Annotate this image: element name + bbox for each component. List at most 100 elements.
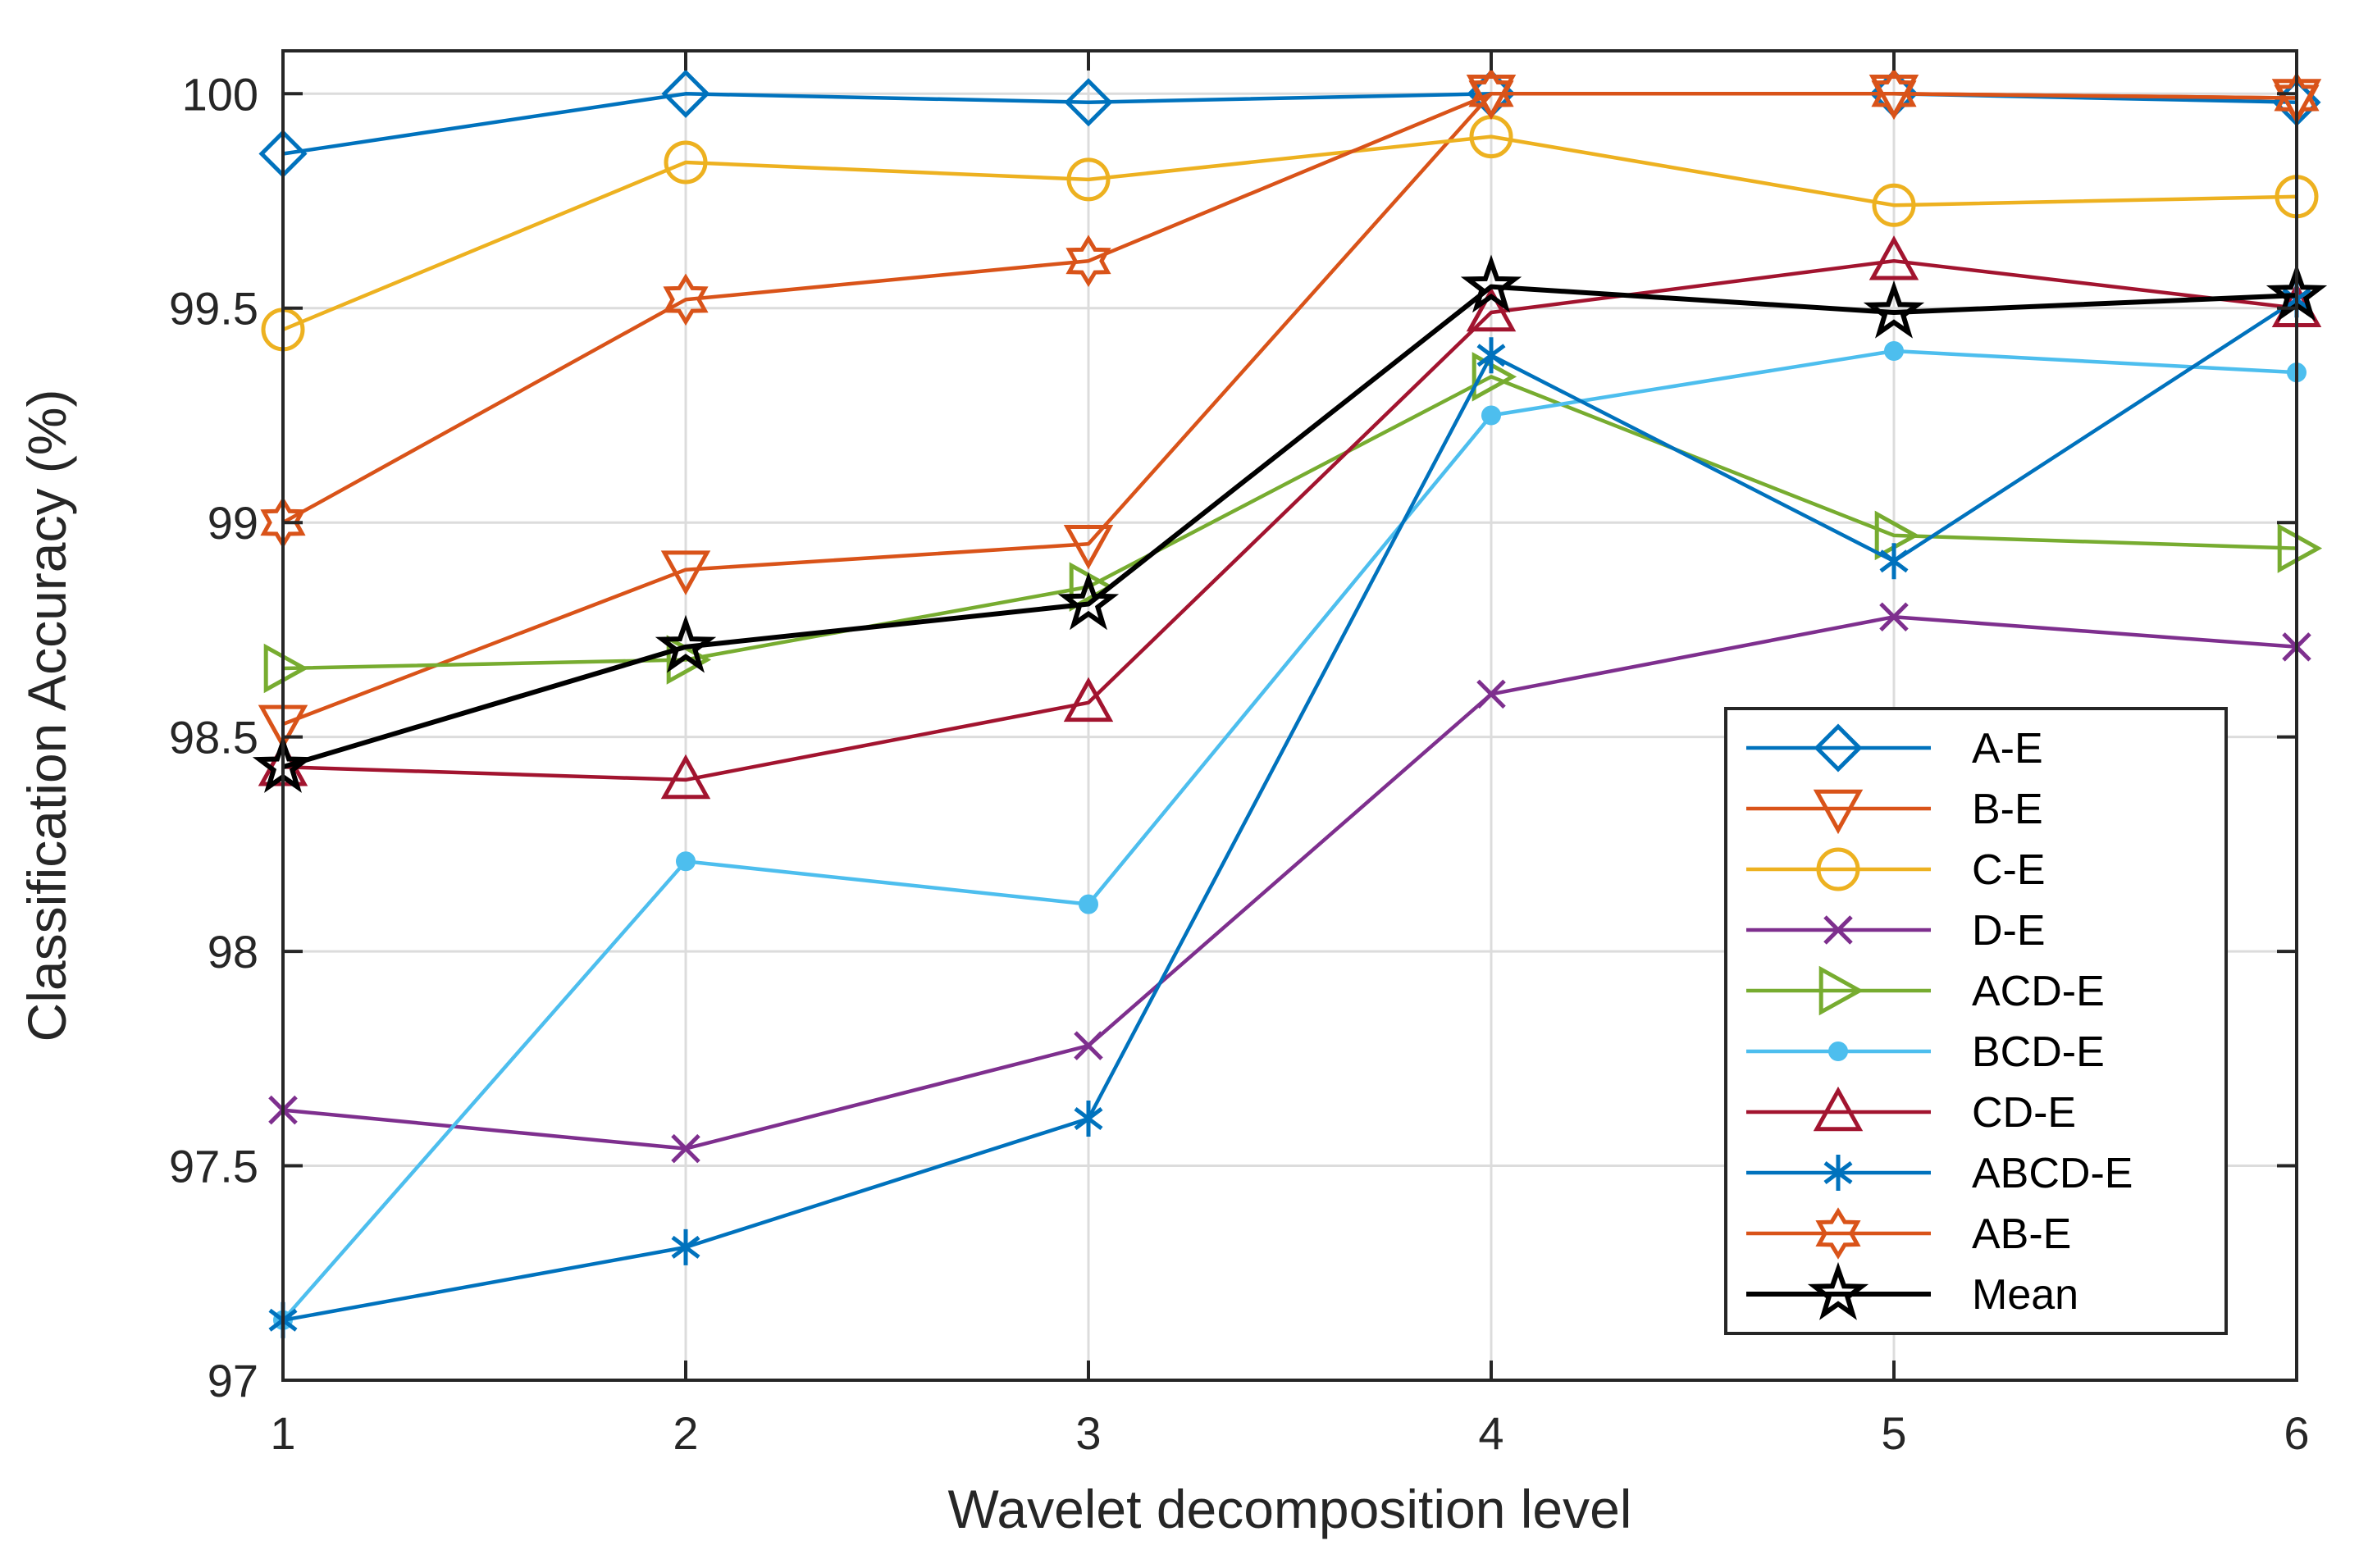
y-tick-label: 99.5	[169, 283, 258, 335]
x-tick-label: 6	[2284, 1407, 2309, 1459]
y-tick-label: 98.5	[169, 712, 258, 763]
data-point	[1074, 1031, 1103, 1060]
data-point	[1079, 894, 1098, 914]
y-tick-label: 99	[208, 497, 258, 549]
data-point	[1472, 352, 1517, 402]
data-point	[1064, 78, 1113, 127]
y-axis-ticks: 97 97.5 98 98.5 99 99.5 100	[169, 68, 2297, 1406]
legend-marker	[1807, 1261, 1869, 1320]
series-acd-e	[263, 352, 2323, 694]
data-point	[263, 643, 309, 694]
data-point	[1863, 280, 1925, 339]
data-point	[660, 754, 711, 800]
data-point	[1468, 67, 1514, 121]
legend-entry: A-E	[1746, 723, 2043, 773]
data-point	[1466, 74, 1517, 120]
data-point	[661, 69, 710, 118]
legend-entry: D-E	[1746, 907, 2046, 955]
legend-marker	[1814, 723, 1863, 773]
legend-label: Mean	[1972, 1271, 2078, 1319]
data-point	[1063, 677, 1114, 722]
data-point	[1874, 510, 1920, 561]
series-line	[282, 375, 2297, 671]
y-axis-title: Classification Accuracy (%)	[16, 390, 77, 1042]
legend-marker	[1816, 847, 1860, 891]
data-point	[1057, 572, 1120, 631]
data-point	[1868, 74, 1919, 120]
data-point	[1466, 286, 1517, 332]
data-point	[1476, 337, 1506, 374]
legend-label: C-E	[1972, 846, 2046, 894]
x-tick-label: 1	[270, 1407, 295, 1459]
legend-entry: CD-E	[1746, 1086, 2076, 1137]
data-point	[1871, 67, 1917, 121]
legend-marker	[1815, 1207, 1861, 1260]
legend-marker	[1813, 789, 1864, 835]
x-tick-label: 3	[1075, 1407, 1101, 1459]
data-point	[1872, 183, 1916, 227]
legend-entry: Mean	[1746, 1261, 2078, 1320]
legend-label: BCD-E	[1972, 1028, 2105, 1076]
legend-label: D-E	[1972, 907, 2046, 955]
data-point	[1884, 341, 1904, 362]
data-point	[671, 1133, 700, 1164]
x-tick-label: 5	[1881, 1407, 1906, 1459]
legend-entry: ABCD-E	[1746, 1150, 2133, 1197]
data-point	[1879, 543, 1909, 580]
data-point	[664, 140, 708, 185]
series-line	[281, 92, 2297, 525]
series-line	[282, 134, 2297, 331]
x-tick-label: 2	[673, 1407, 698, 1459]
y-tick-label: 98	[208, 926, 258, 978]
legend-label: CD-E	[1972, 1089, 2076, 1137]
axes-box	[281, 49, 2298, 1382]
data-point	[1074, 1101, 1103, 1137]
legend-entry: ACD-E	[1746, 965, 2105, 1016]
legend-label: ACD-E	[1972, 968, 2105, 1015]
data-point	[1065, 235, 1111, 287]
x-tick-label: 4	[1478, 1407, 1503, 1459]
data-point	[1063, 525, 1114, 570]
legend-label: AB-E	[1972, 1210, 2071, 1258]
legend: A-E B-E C-E D-E ACD-E BCD-E CD-E ABCD-E AB-E Mean	[1724, 707, 2228, 1335]
data-point	[660, 550, 711, 595]
data-point	[663, 273, 709, 326]
data-point	[1066, 157, 1111, 202]
y-tick-label: 97.5	[169, 1141, 258, 1192]
series-line	[282, 284, 2297, 770]
legend-entry: B-E	[1746, 786, 2043, 835]
data-point	[1460, 254, 1522, 313]
series-layer	[252, 67, 2328, 1338]
data-point	[2277, 523, 2323, 573]
data-point	[1868, 235, 1919, 280]
legend-marker	[1823, 915, 1853, 945]
data-point	[1879, 602, 1909, 631]
legend-marker	[1823, 1155, 1853, 1191]
data-point	[676, 851, 696, 872]
legend-entry: BCD-E	[1746, 1028, 2105, 1076]
data-point	[1476, 679, 1506, 709]
series-mean	[252, 254, 2328, 793]
data-point	[671, 1228, 700, 1265]
data-point	[655, 614, 717, 673]
series-d-e	[268, 602, 2311, 1164]
legend-box	[1724, 707, 2228, 1335]
legend-label: ABCD-E	[1972, 1150, 2133, 1197]
y-tick-label: 100	[182, 68, 258, 120]
legend-entry: C-E	[1746, 846, 2046, 894]
series-line	[281, 349, 2297, 1322]
x-axis-ticks: 1 2 3 4 5 6	[270, 51, 2310, 1459]
legend-marker	[1828, 1042, 1848, 1061]
series-line	[282, 258, 2297, 782]
legend-marker	[1813, 1086, 1864, 1132]
legend-entry: AB-E	[1746, 1207, 2071, 1260]
data-point	[1481, 405, 1501, 426]
legend-marker	[1818, 965, 1864, 1016]
series-line	[282, 298, 2298, 1323]
data-point	[1069, 562, 1115, 612]
y-tick-label: 97	[208, 1355, 258, 1406]
legend-label: B-E	[1972, 786, 2043, 833]
x-axis-title: Wavelet decomposition level	[948, 1479, 1632, 1539]
series-line	[282, 614, 2297, 1151]
